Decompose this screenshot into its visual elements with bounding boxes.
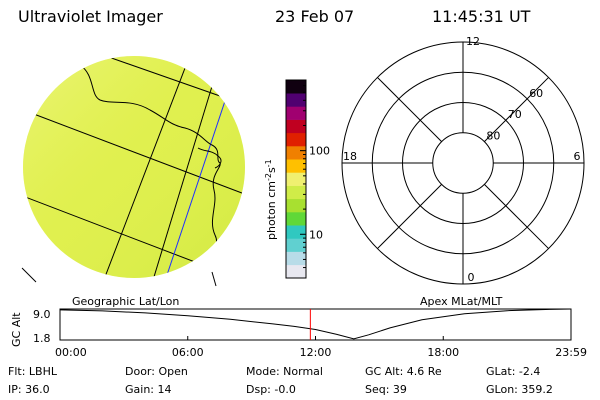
- colorbar-segment: [286, 238, 306, 252]
- mlt-diagonal-spoke: [484, 77, 549, 142]
- colorbar-segment: [286, 212, 306, 226]
- grid-tick-mark: [211, 271, 217, 287]
- colorbar-segment: [286, 93, 306, 107]
- unit-sup1: -2: [264, 173, 273, 181]
- info-ip: IP: 36.0: [8, 383, 50, 396]
- colorbar-segment: [286, 119, 306, 134]
- coastline: [79, 64, 221, 269]
- colorbar-tick-label: 100: [309, 145, 330, 158]
- altitude-timeline-chart: GC Alt 9.0 1.8 00:00 06:00 12:00 18:00 23:59: [10, 308, 587, 359]
- colorbar-segment: [286, 251, 306, 266]
- colorbar-frame: [285, 79, 307, 279]
- colorbar-segment: [286, 80, 306, 94]
- time-tick-label: 23:59: [555, 346, 587, 359]
- image-date: 23 Feb 07: [275, 7, 355, 26]
- latitude-circle: [432, 132, 494, 194]
- latitude-label: 80: [486, 130, 500, 143]
- grid-meridian-line: [99, 56, 191, 278]
- info-mode: Mode: Normal: [246, 365, 323, 378]
- image-time: 11:45:31 UT: [432, 7, 531, 26]
- info-filter: Flt: LBHL: [8, 365, 57, 378]
- colorbar-segment: [286, 106, 306, 120]
- ytick-label: 9.0: [33, 308, 51, 321]
- mlt-label: 6: [574, 150, 581, 163]
- info-gc-alt: GC Alt: 4.6 Re: [365, 365, 442, 378]
- mlt-label: 0: [468, 271, 475, 284]
- mlt-diagonal-spoke: [484, 184, 549, 249]
- time-tick-label: 18:00: [427, 346, 459, 359]
- info-glat: GLat: -2.4: [486, 365, 541, 378]
- altitude-ylabel: GC Alt: [10, 312, 23, 347]
- colorbar-segment: [286, 172, 306, 186]
- colorbar-segment: [286, 159, 306, 173]
- colorbar-segment: [286, 198, 306, 213]
- info-seq: Seq: 39: [365, 383, 407, 396]
- ytick-label: 1.8: [33, 332, 51, 345]
- mlt-label: 18: [343, 150, 357, 163]
- disk-shading: [23, 56, 245, 278]
- colorbar-segment: [286, 132, 306, 147]
- info-glon: GLon: 359.2: [486, 383, 553, 396]
- unit-label: photon cm: [265, 181, 278, 240]
- colorbar-unit-label: photon cm-2s-1: [264, 159, 278, 240]
- apex-caption: Apex MLat/MLT: [420, 295, 503, 308]
- coastline: [197, 147, 222, 169]
- unit-mid: s: [265, 167, 278, 173]
- unit-sup2: -1: [264, 159, 273, 167]
- altitude-curve: [59, 308, 572, 340]
- mlt-label: 12: [466, 35, 480, 48]
- geographic-caption: Geographic Lat/Lon: [72, 295, 180, 308]
- instrument-title: Ultraviolet Imager: [18, 7, 163, 26]
- info-gain: Gain: 14: [125, 383, 172, 396]
- altitude-plot-frame: [59, 308, 572, 341]
- colorbar-segment: [286, 225, 306, 239]
- latitude-label: 60: [529, 87, 543, 100]
- svg-text:photon cm-2s-1: photon cm-2s-1: [264, 159, 278, 240]
- colorbar: 100 10: [285, 79, 330, 279]
- colorbar-segment: [286, 146, 306, 160]
- time-tick-label: 06:00: [172, 346, 204, 359]
- grid-tick-mark: [21, 267, 37, 283]
- latitude-label: 70: [508, 108, 522, 121]
- info-door: Door: Open: [125, 365, 188, 378]
- time-tick-label: 00:00: [55, 346, 87, 359]
- mlt-diagonal-spoke: [377, 184, 442, 249]
- colorbar-segment: [286, 185, 306, 200]
- mlt-diagonal-spoke: [377, 77, 442, 142]
- time-axis-ticks: 00:00 06:00 12:00 18:00 23:59: [55, 336, 587, 359]
- colorbar-tick-label: 10: [309, 228, 323, 241]
- grid-meridian-line: [149, 59, 221, 278]
- earth-disk-image: [21, 56, 245, 287]
- colorbar-segment: [286, 264, 306, 279]
- time-tick-label: 12:00: [300, 346, 332, 359]
- info-dsp: Dsp: -0.0: [246, 383, 296, 396]
- grid-parallel-line: [23, 104, 245, 199]
